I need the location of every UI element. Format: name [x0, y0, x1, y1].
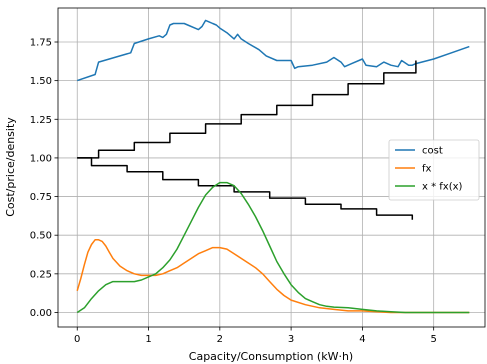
- legend-label: cost: [422, 146, 443, 157]
- x-tick-label: 1: [145, 334, 151, 345]
- x-tick-label: 5: [430, 334, 436, 345]
- y-tick-label: 0.00: [30, 308, 52, 319]
- x-axis-label: Capacity/Consumption (kW·h): [189, 350, 353, 363]
- y-tick-label: 1.50: [30, 76, 52, 87]
- y-axis-label: Cost/price/density: [4, 117, 17, 217]
- series-group: [76, 19, 470, 314]
- y-ticks: 0.00 0.25 0.50 0.75 1.00 1.25 1.50 1.75: [30, 38, 58, 319]
- x-tick-label: 3: [288, 334, 294, 345]
- series-fx-line: [76, 239, 470, 314]
- legend-label: fx: [422, 164, 432, 175]
- x-tick-label: 2: [217, 334, 223, 345]
- y-tick-label: 1.75: [30, 38, 52, 49]
- x-tick-label: 0: [74, 334, 80, 345]
- legend: cost fx x * fx(x): [388, 139, 480, 201]
- legend-box: [388, 139, 480, 201]
- series-x-fx-x-line: [76, 181, 470, 314]
- plot-frame: [57, 7, 486, 328]
- legend-label: x * fx(x): [422, 182, 463, 193]
- series-step-line-2: [77, 157, 414, 220]
- series-cost-line: [76, 19, 470, 82]
- x-tick-label: 4: [359, 334, 365, 345]
- y-tick-label: 1.25: [30, 115, 52, 126]
- x-ticks: 0 1 2 3 4 5: [74, 327, 437, 345]
- y-tick-label: 0.75: [30, 192, 52, 203]
- y-tick-label: 0.50: [30, 231, 52, 242]
- y-tick-label: 1.00: [30, 153, 52, 164]
- series-step-line-1: [77, 60, 417, 159]
- y-tick-label: 0.25: [30, 269, 52, 280]
